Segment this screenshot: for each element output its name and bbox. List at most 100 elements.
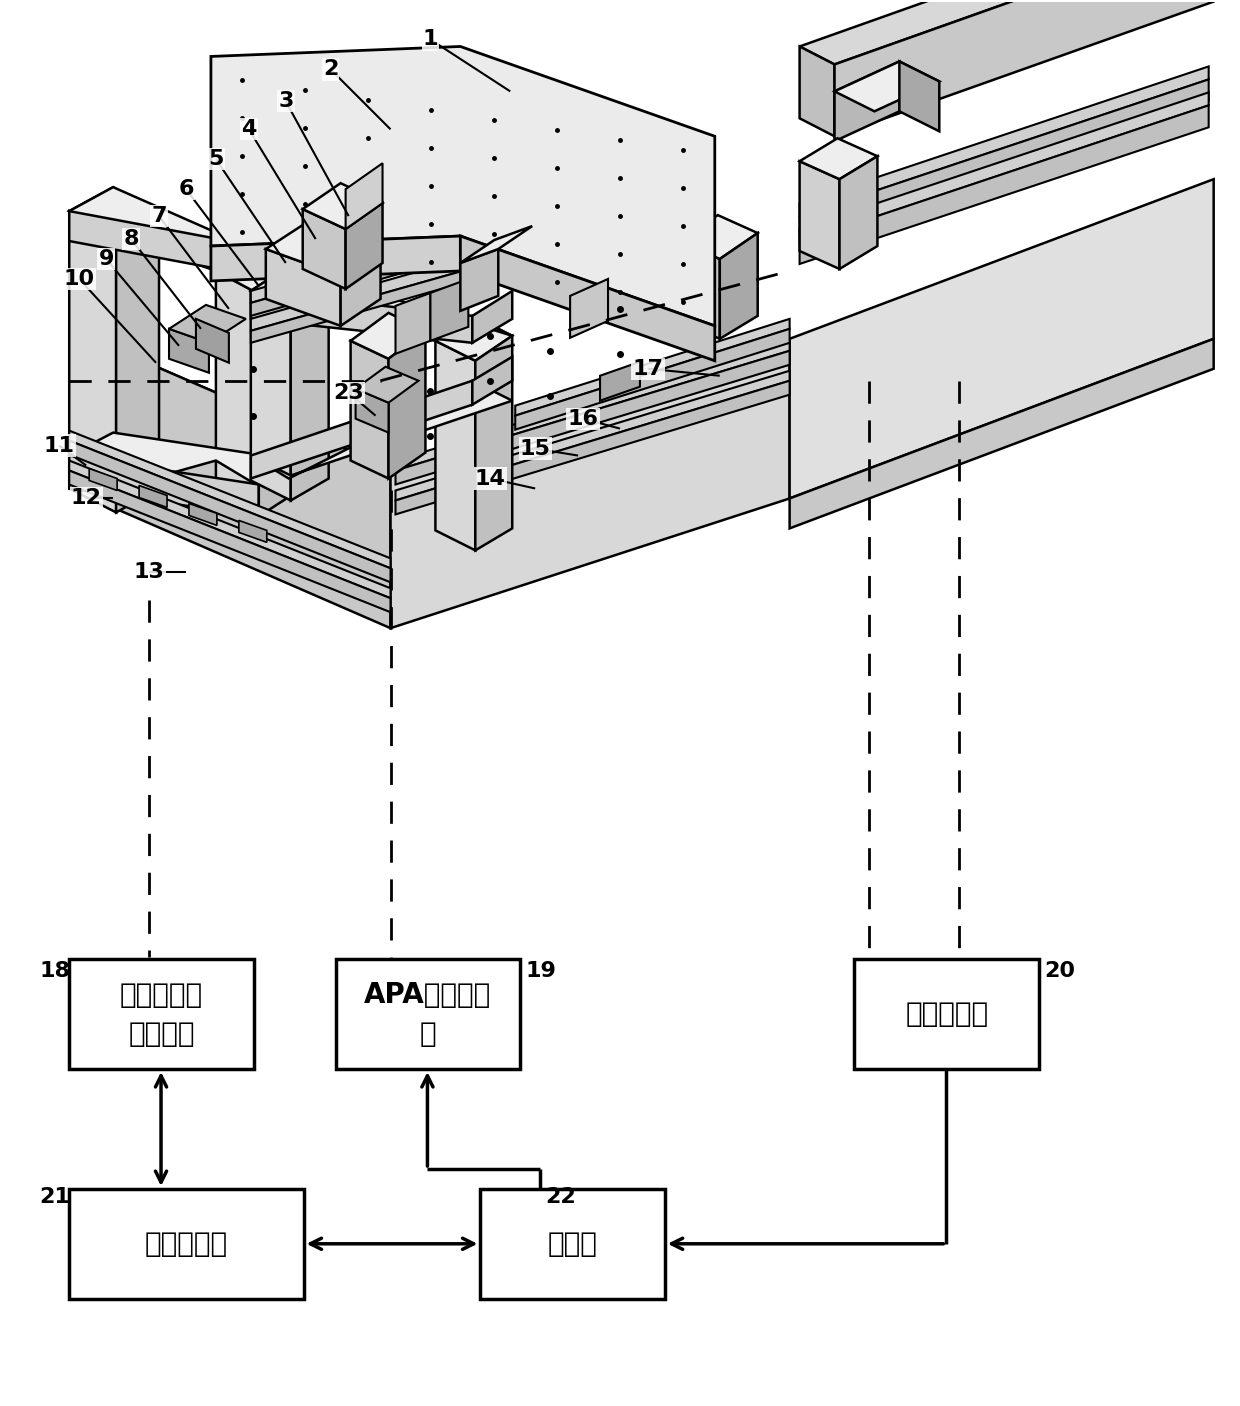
Polygon shape bbox=[475, 336, 512, 550]
Polygon shape bbox=[69, 456, 259, 516]
Polygon shape bbox=[516, 319, 790, 416]
Polygon shape bbox=[396, 350, 790, 485]
Polygon shape bbox=[69, 471, 391, 612]
Polygon shape bbox=[117, 211, 159, 512]
Polygon shape bbox=[69, 211, 117, 512]
Polygon shape bbox=[600, 361, 640, 401]
Polygon shape bbox=[570, 278, 608, 337]
Polygon shape bbox=[800, 93, 1209, 242]
Text: 运动控制卡: 运动控制卡 bbox=[145, 1230, 228, 1258]
Polygon shape bbox=[396, 340, 790, 471]
Polygon shape bbox=[239, 520, 267, 543]
Polygon shape bbox=[169, 305, 246, 343]
Text: 14: 14 bbox=[475, 468, 506, 488]
Polygon shape bbox=[69, 461, 391, 598]
Text: APA线性放大
器: APA线性放大 器 bbox=[365, 981, 491, 1047]
Text: 10: 10 bbox=[63, 269, 94, 290]
Text: 6: 6 bbox=[179, 179, 193, 200]
Polygon shape bbox=[265, 224, 381, 276]
Text: 11: 11 bbox=[43, 436, 74, 456]
Polygon shape bbox=[250, 245, 516, 330]
Bar bbox=[69, 1189, 304, 1299]
Polygon shape bbox=[835, 62, 899, 141]
Polygon shape bbox=[800, 0, 1214, 65]
Polygon shape bbox=[435, 340, 475, 550]
Text: 数据采集卡: 数据采集卡 bbox=[905, 1000, 988, 1028]
Polygon shape bbox=[800, 138, 878, 179]
Bar bbox=[480, 1189, 665, 1299]
Polygon shape bbox=[800, 79, 1209, 238]
Text: 13: 13 bbox=[134, 562, 165, 582]
Polygon shape bbox=[356, 388, 388, 433]
Polygon shape bbox=[250, 381, 512, 478]
Polygon shape bbox=[69, 440, 391, 582]
Polygon shape bbox=[341, 252, 381, 326]
Bar bbox=[336, 959, 521, 1069]
Polygon shape bbox=[396, 292, 430, 354]
Polygon shape bbox=[346, 163, 382, 229]
Polygon shape bbox=[250, 266, 329, 311]
Polygon shape bbox=[196, 319, 229, 363]
Polygon shape bbox=[835, 0, 1214, 136]
Polygon shape bbox=[169, 329, 208, 373]
Polygon shape bbox=[69, 187, 299, 271]
Text: 计算机: 计算机 bbox=[548, 1230, 598, 1258]
Polygon shape bbox=[250, 266, 512, 340]
Polygon shape bbox=[680, 240, 719, 339]
Polygon shape bbox=[460, 226, 532, 263]
Polygon shape bbox=[69, 433, 299, 488]
Polygon shape bbox=[188, 503, 217, 526]
Polygon shape bbox=[216, 246, 299, 294]
Polygon shape bbox=[250, 291, 472, 343]
Polygon shape bbox=[303, 183, 382, 229]
Polygon shape bbox=[211, 236, 460, 281]
Polygon shape bbox=[250, 217, 516, 302]
Polygon shape bbox=[800, 66, 1209, 217]
Polygon shape bbox=[303, 209, 346, 288]
Text: 3: 3 bbox=[278, 91, 294, 111]
Polygon shape bbox=[250, 291, 290, 501]
Polygon shape bbox=[139, 485, 167, 508]
Text: 17: 17 bbox=[632, 359, 663, 378]
Text: 21: 21 bbox=[40, 1187, 71, 1206]
Text: 5: 5 bbox=[208, 149, 223, 169]
Polygon shape bbox=[351, 314, 425, 359]
Polygon shape bbox=[211, 46, 714, 326]
Polygon shape bbox=[216, 271, 259, 516]
Text: 7: 7 bbox=[151, 207, 167, 226]
Text: 9: 9 bbox=[98, 249, 114, 269]
Text: 2: 2 bbox=[322, 59, 339, 79]
Polygon shape bbox=[388, 330, 425, 478]
Text: 16: 16 bbox=[568, 409, 599, 429]
Polygon shape bbox=[800, 105, 1209, 264]
Text: 1: 1 bbox=[423, 30, 438, 49]
Text: 8: 8 bbox=[123, 229, 139, 249]
Polygon shape bbox=[391, 339, 790, 628]
Polygon shape bbox=[356, 367, 418, 402]
Text: 12: 12 bbox=[71, 488, 102, 509]
Polygon shape bbox=[265, 249, 341, 326]
Polygon shape bbox=[396, 381, 790, 515]
Polygon shape bbox=[899, 62, 939, 131]
Text: 22: 22 bbox=[546, 1187, 575, 1206]
Bar bbox=[69, 959, 254, 1069]
Polygon shape bbox=[69, 211, 255, 276]
Text: 20: 20 bbox=[1044, 962, 1075, 981]
Polygon shape bbox=[69, 329, 790, 620]
Polygon shape bbox=[790, 179, 1214, 499]
Polygon shape bbox=[69, 329, 391, 628]
Polygon shape bbox=[69, 430, 391, 568]
Polygon shape bbox=[516, 329, 790, 430]
Polygon shape bbox=[430, 278, 469, 340]
Polygon shape bbox=[259, 269, 299, 516]
Polygon shape bbox=[250, 228, 516, 316]
Text: 23: 23 bbox=[334, 382, 365, 402]
Polygon shape bbox=[69, 187, 159, 235]
Polygon shape bbox=[435, 316, 512, 361]
Text: 4: 4 bbox=[241, 120, 257, 139]
Polygon shape bbox=[719, 233, 758, 339]
Polygon shape bbox=[835, 62, 939, 111]
Polygon shape bbox=[800, 162, 839, 269]
Polygon shape bbox=[290, 285, 329, 501]
Polygon shape bbox=[396, 371, 790, 501]
